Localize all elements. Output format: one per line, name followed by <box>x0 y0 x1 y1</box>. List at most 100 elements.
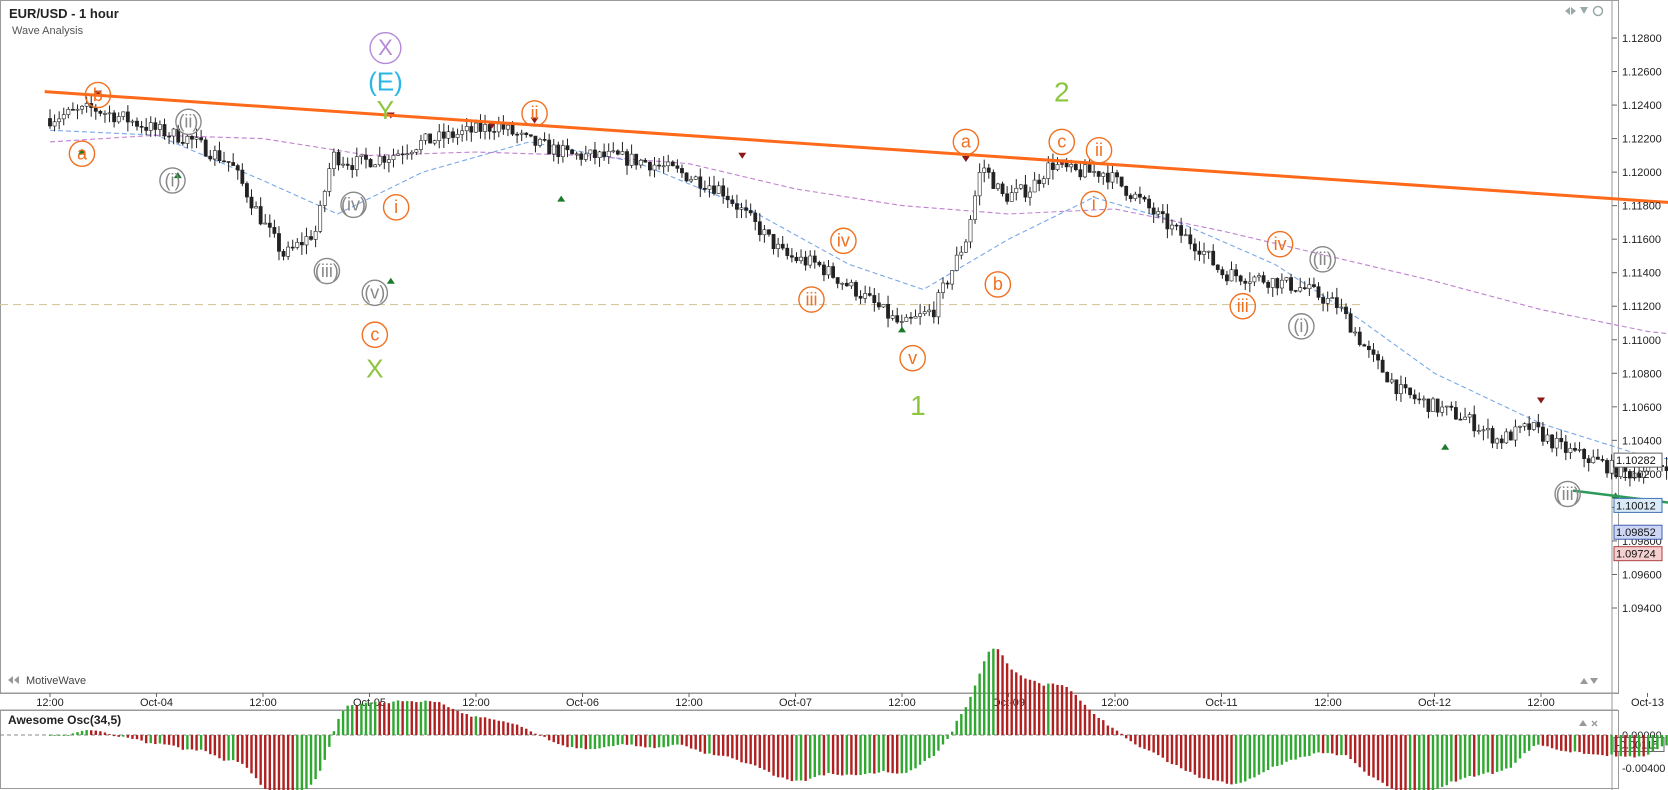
osc-bar <box>818 735 821 776</box>
osc-bar <box>932 735 936 756</box>
osc-bar <box>1102 720 1105 736</box>
osc-bar <box>689 735 693 749</box>
candle-body <box>473 122 478 133</box>
moving-average-slow <box>49 134 1668 335</box>
wave-label-circle <box>1554 480 1581 508</box>
candle-body <box>803 256 808 266</box>
candle-body <box>226 161 231 163</box>
candle-body <box>368 159 373 168</box>
candle-body <box>1211 250 1216 266</box>
candle-body <box>1119 176 1124 187</box>
osc-bar <box>767 735 771 772</box>
wave-label: iii <box>1237 296 1249 316</box>
candle-body <box>1495 438 1500 444</box>
candle-body <box>483 124 487 132</box>
candle-body <box>336 151 341 166</box>
osc-bar <box>360 703 363 736</box>
candle-body <box>1266 281 1271 288</box>
osc-bar <box>836 735 839 775</box>
candle-body <box>1247 281 1252 284</box>
osc-bar <box>653 735 656 749</box>
osc-bar <box>1028 679 1032 736</box>
osc-bar <box>222 735 226 761</box>
y-tick-label: 1.09600 <box>1622 569 1662 581</box>
osc-bar <box>447 707 450 736</box>
candle-body <box>547 139 552 155</box>
osc-bar <box>1660 735 1664 747</box>
osc-bar <box>419 701 423 736</box>
candle-body <box>116 116 121 123</box>
candle-body <box>139 126 144 128</box>
osc-bar <box>1363 735 1366 772</box>
osc-bar <box>291 735 294 790</box>
candle-body <box>1032 179 1037 193</box>
candle-body <box>693 176 698 180</box>
wave-label: i <box>1092 194 1096 214</box>
candle-body <box>1412 394 1417 400</box>
panel-collapse-icon[interactable] <box>1579 720 1598 727</box>
osc-bar <box>1175 735 1178 766</box>
osc-bar <box>135 735 139 740</box>
candle-body <box>318 205 323 232</box>
osc-bar <box>1450 735 1453 782</box>
candle-body <box>135 120 139 127</box>
candle-body <box>858 295 863 299</box>
osc-bar <box>918 735 922 765</box>
candle-body <box>648 161 652 171</box>
candle-body <box>386 159 391 163</box>
candle-body <box>602 151 607 157</box>
candle-body <box>899 321 904 323</box>
candle-body <box>396 153 400 156</box>
scroll-left-icon[interactable] <box>8 676 19 684</box>
osc-bar <box>726 735 729 757</box>
candle-body <box>199 137 204 141</box>
osc-bar <box>955 720 958 736</box>
osc-bar <box>557 735 560 745</box>
osc-bar <box>520 726 523 736</box>
osc-bar <box>1628 735 1632 757</box>
candle-body <box>780 243 785 249</box>
candle-body <box>661 165 666 168</box>
candle-body <box>1609 460 1614 474</box>
candle-body <box>1481 429 1486 432</box>
osc-bar <box>1276 735 1279 767</box>
y-tick-label: 1.11200 <box>1622 301 1661 313</box>
candle-body <box>185 136 190 144</box>
osc-bar <box>676 735 679 745</box>
candle-body <box>112 112 117 123</box>
candle-body <box>1458 418 1463 421</box>
wave-label-circle <box>1048 128 1076 156</box>
zoom-up-icon[interactable] <box>1580 678 1598 684</box>
osc-bar <box>827 735 830 774</box>
osc-bar <box>1349 735 1352 760</box>
osc-bar <box>1015 672 1018 736</box>
arrow-left-right-icon[interactable] <box>1565 7 1576 15</box>
osc-bar <box>154 735 157 745</box>
osc-bar <box>630 735 633 745</box>
candle-body <box>1527 423 1532 430</box>
osc-bar <box>1138 735 1142 748</box>
osc-bar <box>1527 735 1531 751</box>
candle-body <box>918 313 923 317</box>
candle-body <box>1023 184 1028 198</box>
candle-body <box>739 207 744 210</box>
wave-label: iv <box>1274 234 1287 254</box>
moving-average-fast <box>49 129 1668 460</box>
candle-body <box>162 124 167 137</box>
candle-body <box>400 153 405 156</box>
candle-body <box>231 162 236 166</box>
refresh-icon[interactable] <box>1592 5 1604 17</box>
arrow-down-icon[interactable] <box>1580 7 1588 14</box>
osc-bar <box>1317 735 1320 753</box>
candle-body <box>1595 456 1600 460</box>
osc-bar <box>1170 735 1174 765</box>
osc-bar <box>575 735 578 749</box>
candle-body <box>272 227 277 234</box>
candle-body <box>822 264 826 276</box>
candle-body <box>373 164 378 168</box>
candle-body <box>1142 196 1147 200</box>
osc-bar <box>424 700 427 736</box>
candle-body <box>1348 313 1353 333</box>
osc-bar <box>186 735 189 750</box>
